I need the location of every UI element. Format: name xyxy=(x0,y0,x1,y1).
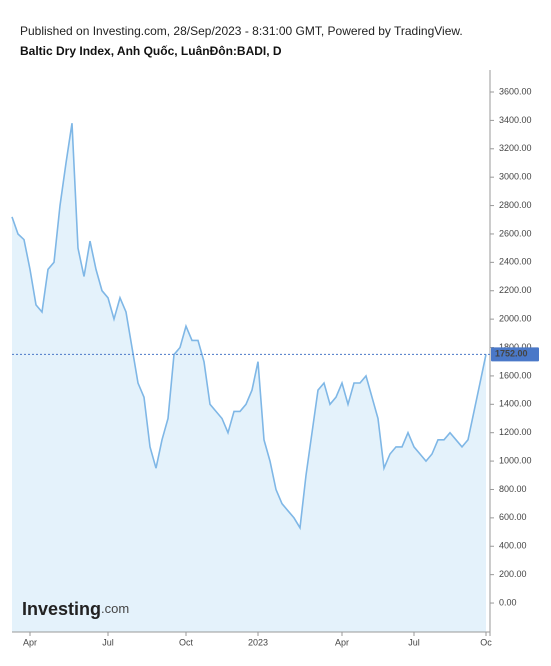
y-tick-label: 0.00 xyxy=(499,597,517,607)
y-tick-label: 1000.00 xyxy=(499,455,532,465)
x-tick-label: Jul xyxy=(102,637,114,647)
x-tick-label: Oc xyxy=(480,637,492,647)
y-tick-label: 2600.00 xyxy=(499,228,532,238)
x-tick-label: Apr xyxy=(23,637,37,647)
last-price-tag xyxy=(491,347,539,362)
x-tick-label: Oct xyxy=(179,637,194,647)
y-tick-label: 2200.00 xyxy=(499,285,532,295)
y-tick-label: 600.00 xyxy=(499,512,527,522)
y-tick-label: 2800.00 xyxy=(499,200,532,210)
area xyxy=(12,123,486,632)
y-tick-label: 400.00 xyxy=(499,541,527,551)
brand-logo: Investing.com xyxy=(22,599,129,619)
subtitle: Published on Investing.com, 28/Sep/2023 … xyxy=(20,24,463,38)
y-tick-label: 1600.00 xyxy=(499,370,532,380)
y-tick-label: 3200.00 xyxy=(499,143,532,153)
y-tick-label: 200.00 xyxy=(499,569,527,579)
y-tick-label: 2000.00 xyxy=(499,314,532,324)
x-tick-label: Apr xyxy=(335,637,349,647)
last-price-label: 1752.00 xyxy=(495,349,528,359)
y-tick-label: 3000.00 xyxy=(499,172,532,182)
x-tick-label: 2023 xyxy=(248,637,268,647)
chart-title: Baltic Dry Index, Anh Quốc, LuânĐôn:BADI… xyxy=(20,44,282,58)
y-tick-label: 1200.00 xyxy=(499,427,532,437)
brand-suffix: .com xyxy=(101,601,129,616)
line xyxy=(11,123,487,531)
y-tick-label: 2400.00 xyxy=(499,257,532,267)
y-tick-label: 800.00 xyxy=(499,484,527,494)
y-tick-label: 1800.00 xyxy=(499,342,532,352)
y-tick-label: 3600.00 xyxy=(499,86,532,96)
x-tick-label: Jul xyxy=(408,637,420,647)
y-tick-label: 3400.00 xyxy=(499,115,532,125)
y-tick-label: 1400.00 xyxy=(499,399,532,409)
brand-name: Investing xyxy=(22,599,101,619)
